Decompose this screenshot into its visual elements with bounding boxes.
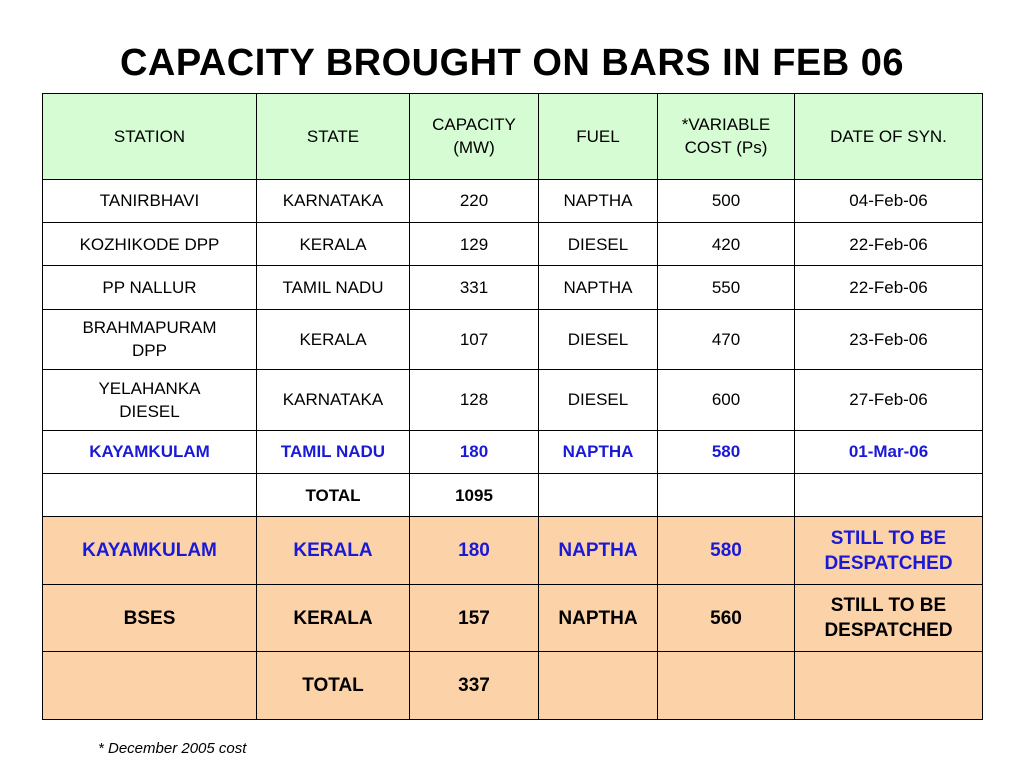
cell-cost: 580 bbox=[657, 429, 795, 474]
table-row-pending: BSES KERALA 157 NAPTHA 560 STILL TO BE DE… bbox=[42, 583, 983, 653]
cell-capacity: 157 bbox=[409, 583, 539, 653]
cell-cost: 550 bbox=[657, 265, 795, 310]
cell-date: 22-Feb-06 bbox=[794, 222, 983, 267]
cell-total-label: TOTAL bbox=[256, 651, 410, 720]
cell-cost: 580 bbox=[657, 516, 795, 585]
cell-date: 01-Mar-06 bbox=[794, 429, 983, 474]
header-state: STATE bbox=[256, 93, 410, 180]
table-row: PP NALLUR TAMIL NADU 331 NAPTHA 550 22-F… bbox=[42, 265, 983, 310]
cell-station bbox=[42, 472, 257, 518]
table-row-highlighted: KAYAMKULAM TAMIL NADU 180 NAPTHA 580 01-… bbox=[42, 429, 983, 474]
cell-fuel: DIESEL bbox=[538, 222, 658, 267]
footnote: * December 2005 cost bbox=[98, 740, 247, 757]
cell-total-label: TOTAL bbox=[256, 472, 410, 518]
cell-fuel: NAPTHA bbox=[538, 178, 658, 224]
cell-cost bbox=[657, 472, 795, 518]
cell-station bbox=[42, 651, 257, 720]
table-row: KOZHIKODE DPP KERALA 129 DIESEL 420 22-F… bbox=[42, 222, 983, 267]
cell-fuel: NAPTHA bbox=[538, 429, 658, 474]
cell-date: STILL TO BE DESPATCHED bbox=[794, 583, 983, 653]
cell-date bbox=[794, 651, 983, 720]
capacity-table: STATION STATE CAPACITY (MW) FUEL *VARIABL… bbox=[42, 93, 983, 720]
cell-fuel bbox=[538, 472, 658, 518]
cell-station: KAYAMKULAM bbox=[42, 429, 257, 474]
cell-fuel: NAPTHA bbox=[538, 583, 658, 653]
cell-station: KAYAMKULAM bbox=[42, 516, 257, 585]
header-date-of-syn: DATE OF SYN. bbox=[794, 93, 983, 180]
cell-capacity: 220 bbox=[409, 178, 539, 224]
table-row: BRAHMAPURAM DPP KERALA 107 DIESEL 470 23-… bbox=[42, 308, 983, 371]
cell-fuel bbox=[538, 651, 658, 720]
header-capacity: CAPACITY (MW) bbox=[409, 93, 539, 180]
table-row: TANIRBHAVI KARNATAKA 220 NAPTHA 500 04-F… bbox=[42, 178, 983, 224]
cell-capacity: 180 bbox=[409, 516, 539, 585]
cell-capacity: 331 bbox=[409, 265, 539, 310]
cell-capacity: 128 bbox=[409, 369, 539, 431]
header-fuel: FUEL bbox=[538, 93, 658, 180]
cell-state: KERALA bbox=[256, 308, 410, 371]
cell-total-capacity: 1095 bbox=[409, 472, 539, 518]
cell-date: STILL TO BE DESPATCHED bbox=[794, 516, 983, 585]
table-header-row: STATION STATE CAPACITY (MW) FUEL *VARIABL… bbox=[42, 93, 983, 180]
cell-capacity: 129 bbox=[409, 222, 539, 267]
cell-state: TAMIL NADU bbox=[256, 265, 410, 310]
cell-state: KARNATAKA bbox=[256, 369, 410, 431]
cell-cost bbox=[657, 651, 795, 720]
cell-date: 27-Feb-06 bbox=[794, 369, 983, 431]
cell-cost: 420 bbox=[657, 222, 795, 267]
cell-station: BSES bbox=[42, 583, 257, 653]
cell-state: KERALA bbox=[256, 222, 410, 267]
table-total-row-pending: TOTAL 337 bbox=[42, 651, 983, 720]
header-station: STATION bbox=[42, 93, 257, 180]
cell-fuel: DIESEL bbox=[538, 369, 658, 431]
cell-total-capacity: 337 bbox=[409, 651, 539, 720]
cell-fuel: NAPTHA bbox=[538, 516, 658, 585]
cell-date: 23-Feb-06 bbox=[794, 308, 983, 371]
header-variable-cost: *VARIABLE COST (Ps) bbox=[657, 93, 795, 180]
cell-station: BRAHMAPURAM DPP bbox=[42, 308, 257, 371]
cell-date: 04-Feb-06 bbox=[794, 178, 983, 224]
cell-station: YELAHANKA DIESEL bbox=[42, 369, 257, 431]
cell-capacity: 107 bbox=[409, 308, 539, 371]
cell-cost: 560 bbox=[657, 583, 795, 653]
cell-fuel: DIESEL bbox=[538, 308, 658, 371]
cell-date bbox=[794, 472, 983, 518]
page-title: CAPACITY BROUGHT ON BARS IN FEB 06 bbox=[119, 42, 905, 84]
table-row: YELAHANKA DIESEL KARNATAKA 128 DIESEL 600… bbox=[42, 369, 983, 431]
table-row-pending: KAYAMKULAM KERALA 180 NAPTHA 580 STILL T… bbox=[42, 516, 983, 585]
cell-cost: 600 bbox=[657, 369, 795, 431]
cell-station: PP NALLUR bbox=[42, 265, 257, 310]
cell-state: KERALA bbox=[256, 583, 410, 653]
cell-station: TANIRBHAVI bbox=[42, 178, 257, 224]
cell-date: 22-Feb-06 bbox=[794, 265, 983, 310]
cell-fuel: NAPTHA bbox=[538, 265, 658, 310]
cell-capacity: 180 bbox=[409, 429, 539, 474]
cell-state: TAMIL NADU bbox=[256, 429, 410, 474]
cell-cost: 470 bbox=[657, 308, 795, 371]
table-total-row: TOTAL 1095 bbox=[42, 472, 983, 518]
cell-station: KOZHIKODE DPP bbox=[42, 222, 257, 267]
cell-cost: 500 bbox=[657, 178, 795, 224]
cell-state: KARNATAKA bbox=[256, 178, 410, 224]
cell-state: KERALA bbox=[256, 516, 410, 585]
